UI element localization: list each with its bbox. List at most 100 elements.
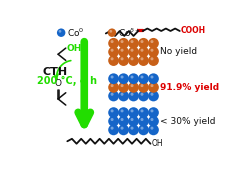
Circle shape — [110, 75, 113, 78]
Circle shape — [150, 93, 153, 96]
Circle shape — [110, 57, 113, 60]
Circle shape — [120, 109, 123, 112]
Text: COOH: COOH — [180, 26, 205, 36]
Circle shape — [128, 73, 138, 84]
Circle shape — [110, 118, 113, 121]
Circle shape — [137, 46, 148, 57]
Circle shape — [137, 55, 148, 66]
Circle shape — [118, 55, 128, 66]
Circle shape — [137, 91, 148, 101]
Circle shape — [120, 57, 123, 60]
Circle shape — [140, 127, 143, 130]
Circle shape — [128, 38, 138, 49]
Circle shape — [118, 82, 128, 93]
Circle shape — [150, 40, 153, 43]
Circle shape — [120, 84, 123, 87]
Circle shape — [120, 118, 123, 121]
Circle shape — [108, 107, 118, 118]
Circle shape — [128, 91, 138, 101]
Circle shape — [118, 91, 128, 101]
Circle shape — [140, 49, 143, 52]
Circle shape — [118, 46, 128, 57]
Text: OH: OH — [151, 139, 162, 148]
Text: OH: OH — [66, 44, 81, 53]
Circle shape — [128, 55, 138, 66]
Circle shape — [147, 125, 158, 135]
Circle shape — [147, 91, 158, 101]
Circle shape — [128, 116, 138, 127]
Circle shape — [147, 38, 158, 49]
Circle shape — [118, 116, 128, 127]
Circle shape — [130, 75, 133, 78]
Circle shape — [140, 93, 143, 96]
Circle shape — [140, 40, 143, 43]
Circle shape — [130, 109, 133, 112]
Circle shape — [137, 116, 148, 127]
Circle shape — [150, 84, 153, 87]
Circle shape — [130, 57, 133, 60]
Circle shape — [110, 49, 113, 52]
Text: No yield: No yield — [159, 47, 196, 57]
Text: < 30% yield: < 30% yield — [159, 117, 214, 126]
Circle shape — [118, 73, 128, 84]
Circle shape — [107, 29, 116, 37]
Circle shape — [128, 82, 138, 93]
Circle shape — [147, 107, 158, 118]
Circle shape — [128, 46, 138, 57]
Circle shape — [137, 107, 148, 118]
Circle shape — [110, 109, 113, 112]
Circle shape — [147, 55, 158, 66]
Circle shape — [108, 46, 118, 57]
Circle shape — [120, 127, 123, 130]
Circle shape — [109, 30, 112, 33]
Circle shape — [108, 125, 118, 135]
Circle shape — [150, 127, 153, 130]
Circle shape — [140, 84, 143, 87]
Circle shape — [150, 75, 153, 78]
Circle shape — [147, 116, 158, 127]
Circle shape — [118, 107, 128, 118]
Circle shape — [137, 82, 148, 93]
Circle shape — [108, 91, 118, 101]
Circle shape — [110, 93, 113, 96]
Circle shape — [108, 73, 118, 84]
Circle shape — [118, 125, 128, 135]
Circle shape — [108, 116, 118, 127]
Circle shape — [108, 82, 118, 93]
Circle shape — [140, 57, 143, 60]
Circle shape — [57, 29, 65, 37]
Text: 200 °C, 4 h: 200 °C, 4 h — [36, 76, 96, 86]
Circle shape — [130, 93, 133, 96]
Circle shape — [128, 125, 138, 135]
Circle shape — [150, 118, 153, 121]
Circle shape — [130, 127, 133, 130]
Circle shape — [147, 82, 158, 93]
Circle shape — [137, 38, 148, 49]
Circle shape — [108, 38, 118, 49]
Text: Co$^{\delta+}$: Co$^{\delta+}$ — [118, 26, 141, 39]
Circle shape — [140, 118, 143, 121]
Circle shape — [120, 49, 123, 52]
Circle shape — [120, 75, 123, 78]
Circle shape — [120, 40, 123, 43]
Circle shape — [110, 84, 113, 87]
Circle shape — [130, 49, 133, 52]
Circle shape — [140, 75, 143, 78]
Text: CTH: CTH — [43, 67, 68, 77]
Circle shape — [137, 73, 148, 84]
Circle shape — [130, 118, 133, 121]
Circle shape — [118, 38, 128, 49]
Circle shape — [147, 73, 158, 84]
Circle shape — [128, 107, 138, 118]
Circle shape — [108, 55, 118, 66]
Circle shape — [120, 93, 123, 96]
Circle shape — [58, 30, 61, 33]
Circle shape — [150, 57, 153, 60]
Text: Co$^0$: Co$^0$ — [67, 26, 84, 39]
Circle shape — [110, 40, 113, 43]
Circle shape — [130, 84, 133, 87]
Circle shape — [150, 109, 153, 112]
Circle shape — [137, 125, 148, 135]
Text: 91.9% yield: 91.9% yield — [159, 83, 218, 92]
Circle shape — [150, 49, 153, 52]
